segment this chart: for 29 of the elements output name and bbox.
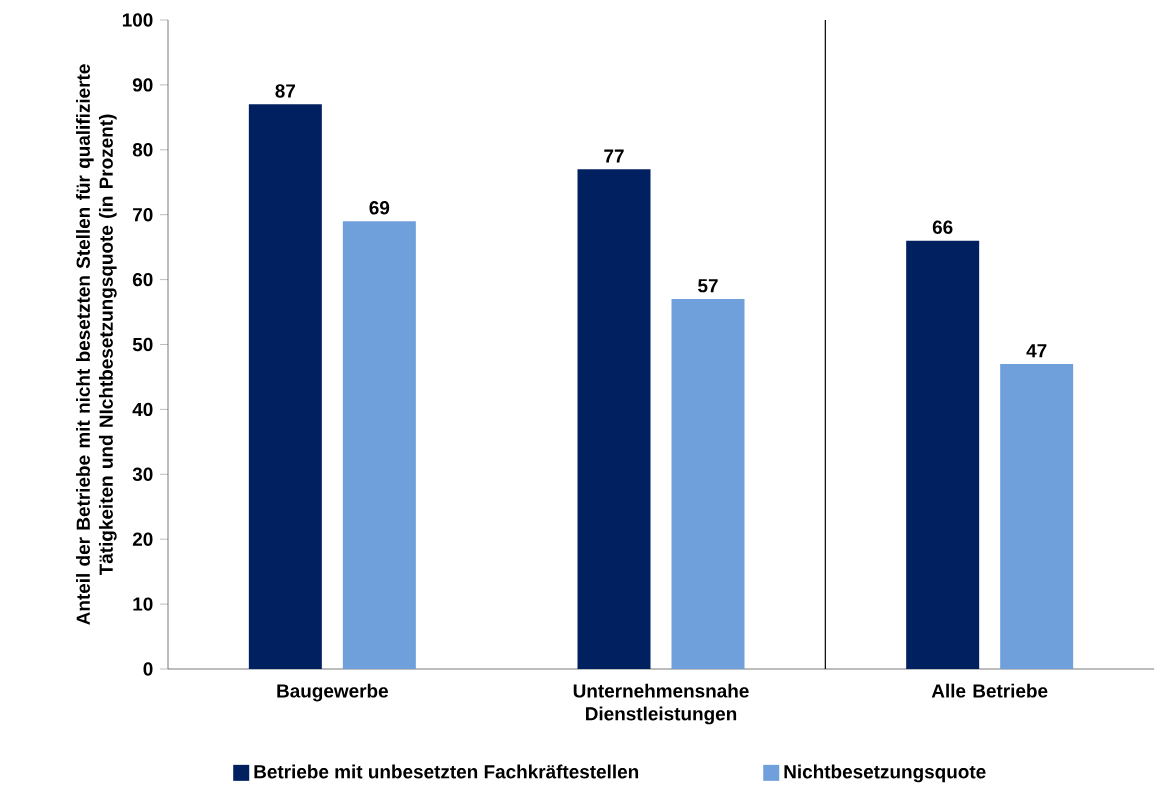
bar (671, 299, 745, 669)
y-axis-title: Anteil der Betriebe mit nicht besetzten Stellen für qualifizierte Tätigkeiten und NIchtbesetzungsquote (in Prozent) (76, 64, 117, 625)
data-label: 87 (275, 84, 296, 98)
bar (906, 240, 980, 669)
y-tick-label: 30 (132, 467, 153, 482)
bar (248, 104, 322, 669)
y-tick-label: 80 (132, 143, 153, 157)
y-tick-label: 50 (132, 337, 153, 352)
data-label: 66 (932, 220, 953, 234)
y-tick-label: 100 (122, 13, 153, 27)
legend-label: Nichtbesetzungsquote (784, 764, 986, 783)
data-label: 77 (604, 149, 624, 163)
data-label: 47 (1026, 344, 1047, 358)
y-tick-label: 0 (143, 662, 153, 676)
bar (342, 221, 416, 669)
y-tick-label: 90 (132, 78, 153, 92)
x-tick-label: Baugewerbe (277, 683, 388, 702)
y-tick-label: 60 (132, 272, 153, 287)
bar (577, 169, 651, 669)
x-tick-label: Unternehmensnahe Dienstleistungen (573, 683, 749, 725)
data-label: 69 (369, 201, 390, 215)
y-tick-label: 20 (132, 532, 153, 546)
legend-label: Betriebe mit unbesetzten Fachkräftestellen (254, 764, 639, 779)
x-tick-label: Alle Betriebe (931, 683, 1048, 698)
y-tick-label: 40 (132, 402, 153, 417)
y-tick-label: 70 (133, 207, 153, 222)
y-tick-label: 10 (133, 597, 153, 611)
data-label: 57 (698, 279, 718, 293)
bar (1000, 363, 1074, 669)
